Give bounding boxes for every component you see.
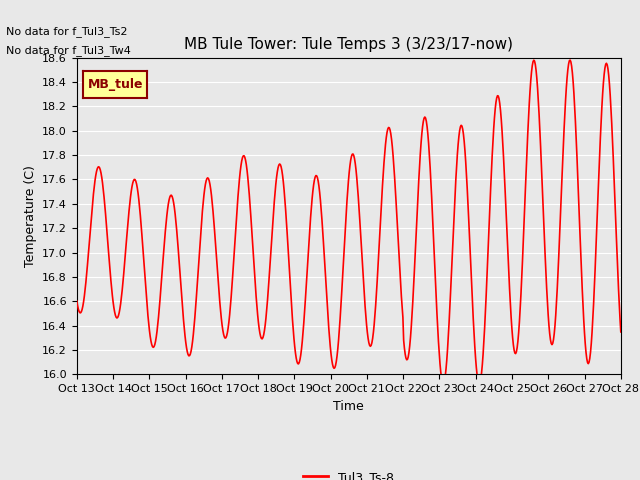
Text: No data for f_Tul3_Tw4: No data for f_Tul3_Tw4: [6, 45, 131, 56]
Text: No data for f_Tul3_Ts2: No data for f_Tul3_Ts2: [6, 25, 128, 36]
Text: MB_tule: MB_tule: [88, 78, 143, 91]
Y-axis label: Temperature (C): Temperature (C): [24, 165, 36, 267]
X-axis label: Time: Time: [333, 400, 364, 413]
Title: MB Tule Tower: Tule Temps 3 (3/23/17-now): MB Tule Tower: Tule Temps 3 (3/23/17-now…: [184, 37, 513, 52]
Legend: Tul3_Ts-8: Tul3_Ts-8: [298, 466, 399, 480]
